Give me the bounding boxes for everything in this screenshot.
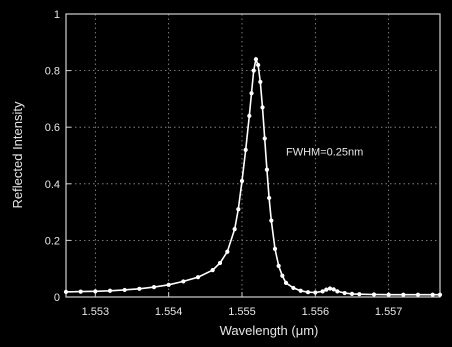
data-point-38 [327, 286, 333, 291]
data-point-29 [276, 263, 281, 268]
x-tick-label-2: 1.555 [228, 306, 256, 318]
data-point-1 [78, 289, 83, 294]
data-point-17 [247, 113, 252, 118]
data-point-6 [151, 284, 157, 290]
data-point-48 [430, 292, 435, 297]
data-point-42 [349, 291, 355, 296]
y-tick-label-4: 0.8 [45, 66, 60, 78]
y-tick-label-2: 0.4 [45, 179, 60, 191]
data-point-34 [305, 290, 311, 295]
data-point-5 [137, 286, 142, 291]
data-point-32 [291, 285, 296, 291]
data-point-14 [236, 207, 241, 212]
y-tick-label-3: 0.6 [45, 122, 60, 134]
data-point-2 [93, 289, 98, 294]
data-point-9 [195, 275, 201, 280]
data-point-35 [313, 290, 318, 295]
data-point-30 [280, 273, 285, 278]
data-point-13 [232, 226, 237, 232]
data-point-7 [166, 282, 171, 287]
data-point-26 [267, 195, 272, 201]
data-point-49 [437, 292, 443, 297]
data-point-28 [272, 246, 278, 251]
x-axis-title: Wavelength (μm) [220, 323, 319, 338]
data-point-31 [283, 280, 289, 285]
x-tick-label-3: 1.556 [302, 306, 330, 318]
plot-frame [65, 13, 441, 298]
data-point-12 [225, 249, 230, 254]
x-tick-label-4: 1.557 [375, 306, 403, 318]
data-point-23 [260, 105, 265, 110]
data-point-22 [258, 79, 263, 85]
data-point-4 [122, 287, 127, 293]
data-point-46 [401, 292, 406, 297]
data-point-18 [249, 91, 254, 96]
data-point-20 [253, 57, 259, 62]
fwhm-annotation: FWHM=0.25nm [286, 147, 363, 159]
data-point-44 [371, 292, 377, 297]
data-point-27 [269, 218, 274, 223]
data-point-21 [256, 62, 261, 68]
data-point-10 [210, 268, 215, 273]
data-point-33 [298, 288, 303, 293]
y-axis-title: Reflected Intensity [10, 101, 25, 208]
axes [65, 13, 441, 298]
data-point-41 [342, 290, 347, 296]
data-point-0 [63, 289, 69, 295]
x-tick-label-0: 1.553 [82, 306, 110, 318]
data-point-15 [239, 178, 245, 184]
data-point-39 [331, 287, 336, 292]
data-point-36 [320, 289, 325, 294]
data-point-40 [335, 289, 340, 294]
tick-labels: 1.553 1.554 1.555 1.556 1.557 0 0.2 0.4 0.6 0.8 1 [45, 9, 403, 318]
data-point-19 [251, 68, 256, 73]
data-point-45 [386, 292, 391, 297]
data-point-37 [324, 287, 329, 292]
grid [66, 14, 440, 297]
y-tick-label-5: 1 [54, 9, 60, 21]
data-point-25 [264, 167, 270, 172]
series-markers [63, 57, 443, 297]
data-point-16 [243, 147, 248, 152]
data-point-8 [181, 279, 186, 284]
data-point-11 [217, 260, 223, 266]
data-point-24 [262, 136, 267, 141]
y-tick-label-1: 0.2 [45, 235, 60, 247]
data-point-3 [107, 288, 113, 293]
data-point-47 [415, 292, 421, 297]
y-tick-label-0: 0 [54, 292, 60, 304]
data-point-43 [357, 292, 362, 297]
x-tick-label-1: 1.554 [155, 306, 183, 318]
